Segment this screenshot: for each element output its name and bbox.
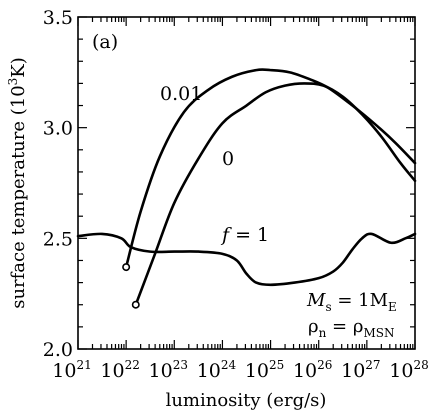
rho-sub: n — [319, 326, 327, 340]
mass-sub: s — [325, 300, 331, 314]
x-tick-label: 1023 — [149, 358, 188, 382]
curve-start-marker — [122, 263, 131, 272]
curves — [76, 68, 417, 309]
x-tick-label: 1022 — [100, 358, 139, 382]
x-axis-label: luminosity (erg/s) — [166, 390, 327, 411]
curve-f-1 — [76, 232, 417, 287]
x-tick-exp: 22 — [125, 358, 140, 372]
density-annotation: ρn = ρMSN — [308, 316, 394, 340]
x-tick-base: 10 — [341, 360, 365, 382]
x-tick-label: 1024 — [197, 358, 237, 382]
series-label-0.01: 0.01 — [160, 83, 202, 105]
x-axis-ticks: 1021 1022 1023 1024 1025 1026 1027 1028 — [52, 17, 429, 382]
series-label-f-symbol: f — [220, 224, 232, 246]
x-tick-label: 1027 — [341, 358, 380, 382]
x-tick-label: 1021 — [52, 358, 91, 382]
panel-label: (a) — [92, 31, 118, 53]
curve-f-0.01 — [124, 68, 417, 269]
x-tick-base: 10 — [245, 360, 269, 382]
y-tick-label: 2.0 — [43, 339, 73, 361]
rho-eq: = ρ — [326, 316, 363, 337]
x-tick-exp: 23 — [173, 358, 188, 372]
rho-symbol: ρ — [308, 316, 319, 337]
x-tick-exp: 27 — [365, 358, 380, 372]
x-tick-base: 10 — [197, 360, 221, 382]
curve-f-0 — [134, 82, 417, 307]
curve-start-marker — [131, 300, 140, 309]
y-axis-label-sup: 3 — [6, 78, 20, 86]
x-tick-exp: 25 — [269, 358, 284, 372]
x-tick-label: 1028 — [389, 358, 428, 382]
x-tick-label: 1026 — [293, 358, 332, 382]
y-axis-label: surface temperature (103K) — [6, 57, 29, 309]
y-tick-label: 3.5 — [43, 7, 73, 29]
x-tick-exp: 24 — [221, 358, 237, 372]
series-label-0: 0 — [222, 148, 234, 170]
series-label-f-value: = 1 — [229, 224, 269, 246]
x-tick-base: 10 — [100, 360, 124, 382]
mass-eq-sub: E — [388, 300, 397, 314]
x-tick-exp: 28 — [413, 358, 428, 372]
y-axis-label-main: surface temperature (10 — [8, 85, 29, 308]
y-axis-ticks: 2.0 2.5 3.0 3.5 — [43, 7, 415, 361]
y-tick-label: 2.5 — [43, 228, 73, 250]
x-tick-label: 1025 — [245, 358, 284, 382]
y-tick-label: 3.0 — [43, 118, 73, 140]
mass-eq: = 1M — [332, 290, 388, 311]
x-tick-base: 10 — [389, 360, 413, 382]
x-tick-exp: 21 — [76, 358, 91, 372]
x-tick-base: 10 — [293, 360, 317, 382]
x-tick-base: 10 — [52, 360, 76, 382]
plot-frame — [77, 16, 416, 350]
rho-eq-sub: MSN — [363, 326, 394, 340]
series-label-f1: f = 1 — [220, 224, 269, 246]
x-tick-base: 10 — [149, 360, 173, 382]
x-tick-exp: 26 — [317, 358, 332, 372]
mass-annotation: Ms = 1ME — [306, 290, 397, 314]
mass-symbol: M — [306, 290, 326, 311]
y-axis-label-end: K) — [8, 57, 29, 77]
